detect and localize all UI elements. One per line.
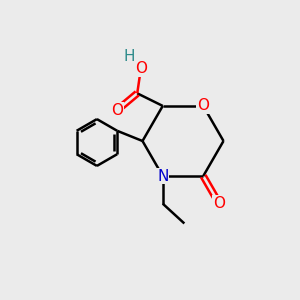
Text: N: N [157, 169, 168, 184]
Text: H: H [124, 49, 135, 64]
Text: O: O [213, 196, 225, 211]
Text: O: O [135, 61, 147, 76]
Text: O: O [111, 103, 123, 118]
Text: O: O [197, 98, 209, 113]
